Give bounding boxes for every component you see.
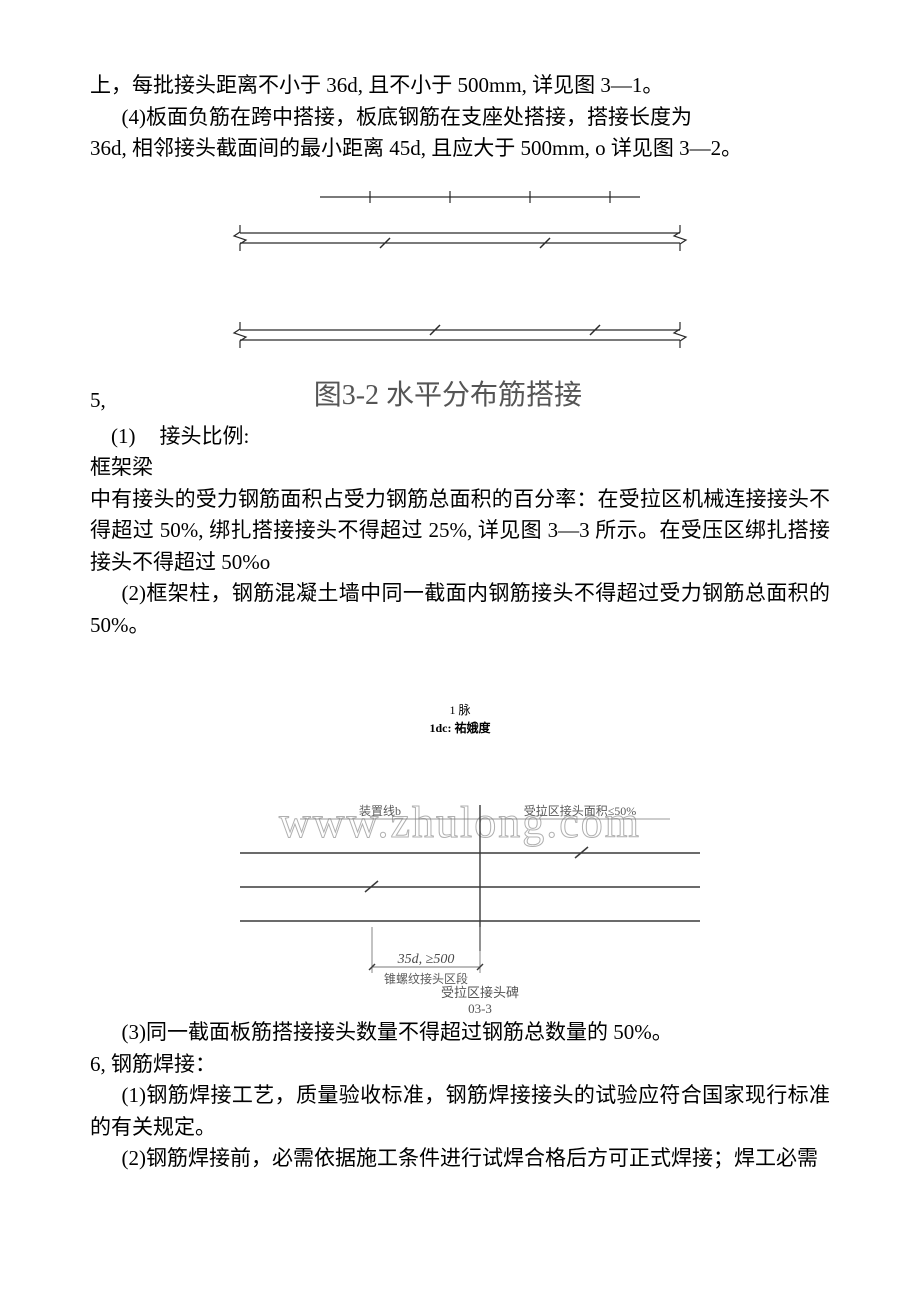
paragraph-5c: (3)同一截面板筋搭接接头数量不得超过钢筋总数量的 50%。 <box>90 1017 830 1049</box>
paragraph-3: 36d, 相邻接头截面间的最小距离 45d, 且应大于 500mm, o 详见图… <box>90 133 830 165</box>
svg-text:装置线b: 装置线b <box>359 804 401 818</box>
figure-3-2-diagram <box>230 185 690 375</box>
svg-text:锥螺纹接头区段: 锥螺纹接头区段 <box>384 971 468 986</box>
svg-text:受拉区接头碑: 受拉区接头碑 <box>441 985 519 1000</box>
section-6-heading: 6, 钢筋焊接： <box>90 1049 830 1081</box>
figure-3-3-diagram: www.zhulong.com装置线b受拉区接头面积≤50%35d, ≥500锥… <box>180 757 740 1017</box>
paragraph-6a: (1)钢筋焊接工艺，质量验收标准，钢筋焊接接头的试验应符合国家现行标准的有关规定… <box>90 1080 830 1143</box>
paragraph-6b: (2)钢筋焊接前，必需依据施工条件进行试焊合格后方可正式焊接；焊工必需 <box>90 1143 830 1175</box>
item-1-number: (1) <box>111 421 136 453</box>
fig33-top-label-1: 1 脉 <box>90 701 830 719</box>
item-1-sublabel: 框架梁 <box>90 452 830 484</box>
figure-3-2-caption: 图3-2 水平分布筋搭接 <box>66 375 830 417</box>
paragraph-1: 上，每批接头距离不小于 36d, 且不小于 500mm, 详见图 3—1。 <box>90 70 830 102</box>
svg-text:受拉区接头面积≤50%: 受拉区接头面积≤50% <box>524 803 637 818</box>
fig33-top-label-2: 1dc: 祐娥度 <box>90 719 830 737</box>
paragraph-5a: 中有接头的受力钢筋面积占受力钢筋总面积的百分率：在受拉区机械连接接头不得超过 5… <box>90 484 830 579</box>
paragraph-2: (4)板面负筋在跨中搭接，板底钢筋在支座处搭接，搭接长度为 <box>90 102 830 134</box>
svg-text:35d, ≥500: 35d, ≥500 <box>397 952 455 967</box>
svg-text:03-3: 03-3 <box>468 1001 492 1016</box>
item-1-label: 接头比例: <box>160 421 250 453</box>
paragraph-5b: (2)框架柱，钢筋混凝土墙中同一截面内钢筋接头不得超过受力钢筋总面积的50%。 <box>90 578 830 641</box>
